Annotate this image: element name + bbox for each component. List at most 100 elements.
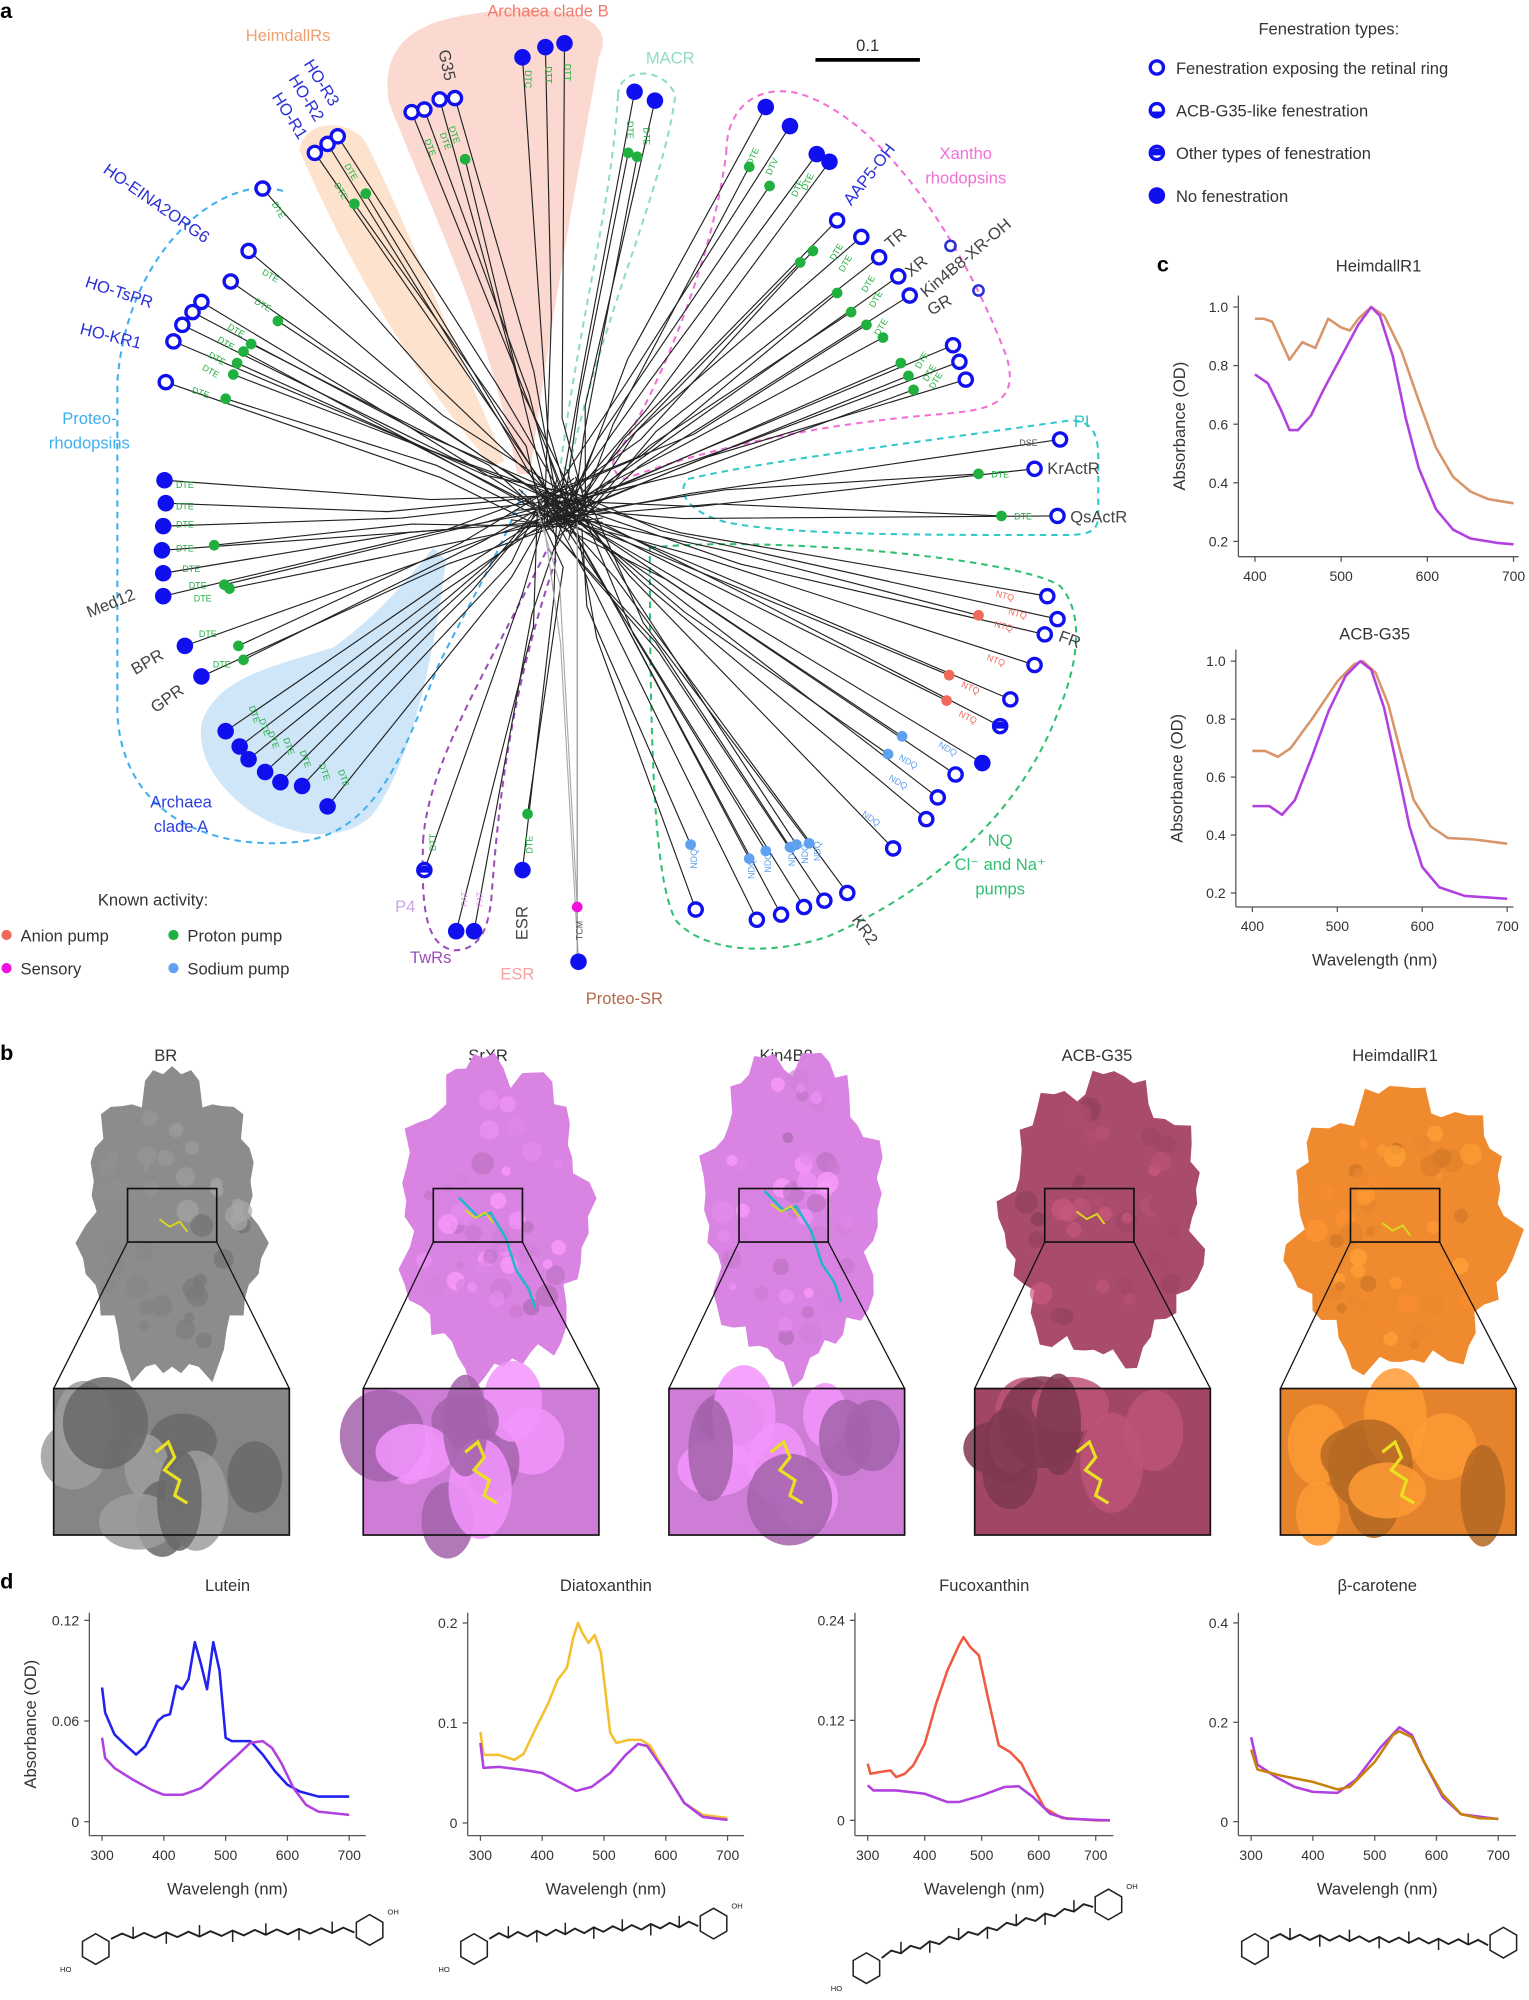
motif-label: DTE [176, 502, 194, 512]
motif-label: DTE [625, 121, 635, 139]
tree-branch [353, 203, 541, 510]
clade-archaea-a-region [200, 547, 447, 835]
series-line-1 [1254, 305, 1514, 505]
tree-branch [554, 504, 956, 775]
carbon-ring [1240, 1932, 1269, 1966]
open-ring-icon [870, 249, 888, 266]
surface-texture [175, 1167, 196, 1187]
zoom-inset [1279, 1368, 1517, 1547]
open-ring-icon [240, 242, 257, 260]
tree-branch [581, 528, 692, 845]
leaf-label-med12: Med12 [84, 585, 138, 622]
surface-texture [1014, 1190, 1038, 1214]
fenestration-fill [1149, 111, 1164, 119]
tree-branch [337, 135, 575, 516]
clade-label-proteo-sr: Proteo-SR [586, 989, 663, 1008]
x-tick-label: 700 [1487, 1847, 1511, 1863]
activity-dot [764, 180, 775, 192]
surface-texture [726, 1155, 738, 1166]
x-tick-label: 700 [1084, 1847, 1108, 1863]
zoom-line [53, 1241, 129, 1389]
retinal-ligand [1075, 1439, 1110, 1505]
x-tick-label: 600 [654, 1847, 678, 1863]
surface-texture [1165, 1224, 1180, 1239]
open-ring-icon [1026, 656, 1043, 674]
activity-dot [941, 695, 953, 706]
x-tick-label: 500 [1326, 918, 1350, 934]
surface-texture [509, 1304, 524, 1319]
no-fenestration-icon [465, 922, 483, 940]
tree-branches [161, 43, 1061, 962]
no-fenestration-icon [1148, 187, 1166, 204]
surface-texture [722, 1249, 742, 1269]
tree-branch [547, 502, 983, 764]
tree-branch [327, 521, 545, 807]
no-fenestration-icon [154, 564, 172, 582]
surface-texture [1059, 1203, 1078, 1222]
activity-dot [631, 151, 643, 163]
fenestration-fill [1149, 148, 1164, 156]
scale-bar-label: 0.1 [856, 36, 879, 55]
chart-d4: β-carotene 300 400 500 600 700 0 0.2 0.4 Waveleng… [1209, 1576, 1517, 1898]
surface-texture [1349, 1248, 1368, 1266]
zoom-box [738, 1187, 830, 1243]
motif-label: DTE [270, 200, 288, 220]
surface-texture [479, 1120, 499, 1140]
surface-texture [803, 1287, 814, 1298]
structure-title: HeimdallR1 [1352, 1046, 1438, 1065]
carbon-ring [1094, 1888, 1123, 1921]
surface-texture [728, 1282, 737, 1291]
open-ring-icon [687, 901, 704, 918]
surface-texture [157, 1149, 174, 1167]
open-ring-icon [1049, 610, 1066, 628]
y-tick-label: 0.4 [1209, 475, 1229, 491]
tree-branch [542, 250, 814, 510]
y-tick-label: 0.06 [52, 1713, 79, 1729]
zoom-line [827, 1241, 906, 1389]
surface-texture [1352, 1168, 1369, 1185]
open-ring-icon [1148, 59, 1166, 76]
activity-dot [903, 370, 914, 382]
surface-texture [1459, 1293, 1475, 1309]
activity-dot [208, 539, 220, 551]
y-tick-label: 0.2 [438, 1615, 458, 1631]
leaf-label-kractr: KrActR [1047, 459, 1099, 478]
open-ring-icon [174, 316, 191, 334]
surface-texture [1372, 1317, 1392, 1336]
clade-label-macr: MACR [646, 49, 695, 68]
activity-dot [238, 346, 249, 357]
zoom-box [126, 1187, 218, 1243]
inset-surface [1412, 1413, 1477, 1481]
tree-branch [548, 324, 867, 494]
open-ring-icon [446, 89, 464, 107]
activity-dot [807, 245, 819, 257]
tree-leaves [153, 35, 1069, 971]
structure-title: BR [154, 1046, 177, 1065]
clade-label-twrs: TwRs [410, 948, 451, 967]
open-ring-icon [1002, 691, 1019, 708]
surface-texture [98, 1158, 117, 1177]
retinal-ligand [769, 1439, 804, 1505]
activity-dot [220, 393, 231, 405]
activity-legend-item: Anion pump [21, 926, 109, 945]
open-ring-icon [884, 840, 902, 857]
surface-texture [141, 1110, 158, 1127]
x-tick-label: 600 [1416, 568, 1440, 584]
molecule-structures: HO OH HO OH HO OH [60, 1882, 1518, 1993]
surface-texture [1069, 1103, 1092, 1126]
tree-branch [556, 520, 578, 538]
inset-surface [819, 1399, 872, 1476]
surface-texture [1350, 1263, 1366, 1278]
surface-texture [175, 1319, 196, 1340]
no-fenestration-icon [626, 83, 643, 100]
tree-branch [538, 499, 1011, 700]
surface-texture [1460, 1143, 1482, 1165]
motif-label: DSE [1019, 438, 1037, 448]
tree-branch [585, 519, 767, 852]
open-ring-icon [329, 128, 347, 145]
motif-label: DTE [194, 593, 212, 603]
leaf-label-bpr: BPR [128, 645, 167, 678]
activity-legend-item: Proton pump [187, 926, 282, 945]
clade-label-esr: ESR [500, 965, 534, 984]
tree-branch [526, 518, 564, 815]
